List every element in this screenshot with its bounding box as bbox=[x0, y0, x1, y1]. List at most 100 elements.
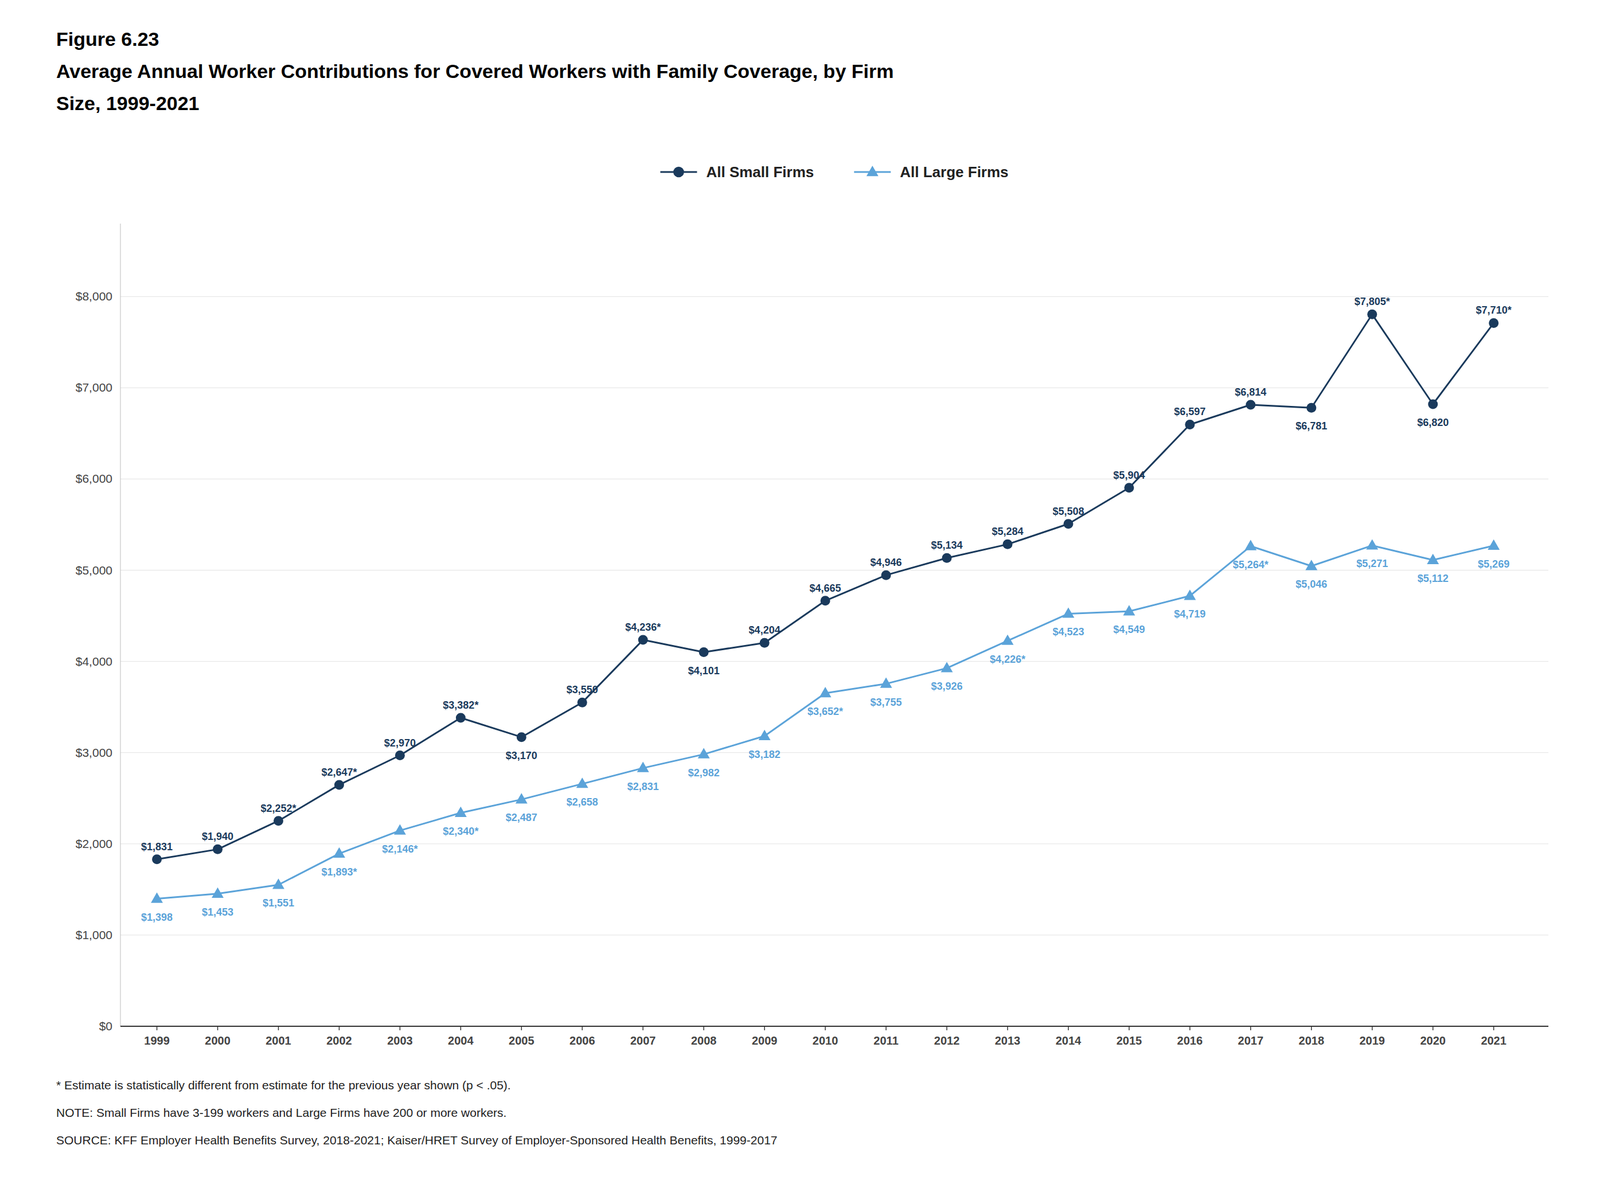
data-label: $2,831 bbox=[627, 781, 659, 793]
data-label: $3,926 bbox=[930, 680, 963, 693]
marker bbox=[1062, 607, 1075, 618]
x-tick bbox=[156, 1026, 158, 1031]
data-label: $1,893* bbox=[321, 866, 357, 878]
data-label: $5,508 bbox=[1052, 505, 1084, 518]
marker bbox=[880, 677, 893, 689]
x-tick-label: 2004 bbox=[447, 1034, 474, 1048]
marker bbox=[866, 165, 879, 177]
data-label: $3,550 bbox=[566, 684, 599, 696]
data-label: $3,170 bbox=[505, 750, 538, 762]
grid-line bbox=[120, 570, 1549, 571]
marker bbox=[333, 847, 346, 858]
marker bbox=[211, 887, 224, 899]
data-label: $5,904 bbox=[1113, 469, 1145, 482]
data-label: $6,781 bbox=[1295, 420, 1328, 432]
series-line bbox=[157, 545, 1494, 899]
data-label: $2,252* bbox=[260, 802, 296, 815]
data-label: $5,284 bbox=[991, 525, 1024, 538]
marker bbox=[697, 748, 710, 759]
data-label: $1,940 bbox=[201, 830, 234, 843]
data-label: $2,647* bbox=[321, 766, 357, 779]
data-label: $4,101 bbox=[688, 665, 720, 677]
grid-line bbox=[120, 478, 1549, 480]
data-label: $4,549 bbox=[1113, 623, 1145, 636]
x-tick-label: 2011 bbox=[873, 1034, 899, 1048]
x-tick bbox=[217, 1026, 219, 1031]
chart: Figure 6.23Average Annual Worker Contrib… bbox=[0, 0, 1600, 1204]
x-tick-label: 2001 bbox=[265, 1034, 292, 1048]
legend-label: All Large Firms bbox=[899, 163, 1009, 181]
x-tick bbox=[1250, 1026, 1252, 1031]
marker bbox=[272, 878, 285, 889]
series-line bbox=[157, 314, 1494, 860]
data-label: $5,112 bbox=[1417, 572, 1449, 585]
legend-label: All Small Firms bbox=[705, 163, 814, 181]
legend-entry: All Large Firms bbox=[853, 163, 1009, 181]
data-label: $6,597 bbox=[1173, 406, 1206, 418]
marker bbox=[673, 166, 685, 178]
x-tick-label: 2007 bbox=[630, 1034, 657, 1048]
marker bbox=[1184, 419, 1195, 430]
y-tick-label: $2,000 bbox=[75, 837, 113, 851]
x-tick-label: 2019 bbox=[1359, 1034, 1385, 1048]
x-tick-label: 2016 bbox=[1177, 1034, 1204, 1048]
x-tick bbox=[824, 1026, 826, 1031]
marker bbox=[1305, 559, 1318, 571]
x-tick-label: 2013 bbox=[994, 1034, 1021, 1048]
x-tick bbox=[1371, 1026, 1373, 1031]
data-label: $4,236* bbox=[625, 621, 661, 634]
x-tick bbox=[1128, 1026, 1130, 1031]
data-label: $6,814 bbox=[1234, 386, 1267, 398]
marker bbox=[1487, 539, 1500, 550]
axes: $0$1,000$2,000$3,000$4,000$5,000$6,000$7… bbox=[75, 223, 1549, 1048]
data-label: $5,264* bbox=[1232, 559, 1269, 571]
marker bbox=[1001, 634, 1014, 646]
data-label: $2,487 bbox=[505, 812, 538, 824]
data-label: $4,946 bbox=[870, 556, 903, 569]
marker bbox=[516, 732, 527, 743]
x-tick bbox=[763, 1026, 766, 1031]
data-label: $6,820 bbox=[1417, 416, 1449, 429]
data-label: $1,398 bbox=[141, 911, 173, 924]
data-label: $3,182 bbox=[748, 748, 781, 761]
footnote: NOTE: Small Firms have 3-199 workers and… bbox=[56, 1106, 507, 1120]
y-tick-label: $3,000 bbox=[75, 746, 113, 760]
x-tick-label: 2015 bbox=[1116, 1034, 1143, 1048]
marker bbox=[151, 854, 162, 865]
x-tick bbox=[885, 1026, 887, 1031]
marker bbox=[759, 638, 770, 649]
marker bbox=[1124, 482, 1134, 493]
marker bbox=[1426, 553, 1439, 565]
x-tick bbox=[703, 1026, 705, 1031]
data-label: $3,652* bbox=[807, 705, 844, 718]
x-tick bbox=[1310, 1026, 1313, 1031]
data-label: $1,831 bbox=[141, 841, 173, 853]
grid-line bbox=[120, 934, 1549, 936]
grid-line bbox=[120, 296, 1549, 298]
marker bbox=[1367, 309, 1377, 320]
data-label: $5,269 bbox=[1477, 558, 1510, 571]
data-label: $2,970 bbox=[384, 737, 416, 749]
marker bbox=[454, 806, 467, 818]
x-tick bbox=[460, 1026, 462, 1031]
data-label: $4,719 bbox=[1173, 608, 1206, 620]
data-label: $4,523 bbox=[1052, 626, 1084, 638]
marker bbox=[1122, 605, 1135, 616]
marker bbox=[942, 553, 952, 564]
y-tick-label: $4,000 bbox=[75, 654, 113, 669]
y-tick-label: $1,000 bbox=[75, 928, 113, 942]
titles: Figure 6.23Average Annual Worker Contrib… bbox=[56, 28, 894, 115]
background bbox=[0, 0, 1600, 1204]
x-tick-label: 2020 bbox=[1419, 1034, 1446, 1048]
data-label: $4,226* bbox=[989, 653, 1026, 666]
x-tick-label: 2005 bbox=[508, 1034, 535, 1048]
data bbox=[150, 309, 1500, 904]
legend: All Small Firms All Large Firms bbox=[660, 163, 1009, 181]
marker bbox=[819, 687, 832, 698]
x-tick-label: 2017 bbox=[1238, 1034, 1264, 1048]
y-tick-label: $6,000 bbox=[75, 471, 113, 486]
data-label: $2,146* bbox=[381, 843, 418, 856]
marker bbox=[150, 892, 163, 904]
y-tick-label: $7,000 bbox=[75, 380, 113, 394]
x-tick bbox=[1432, 1026, 1434, 1031]
